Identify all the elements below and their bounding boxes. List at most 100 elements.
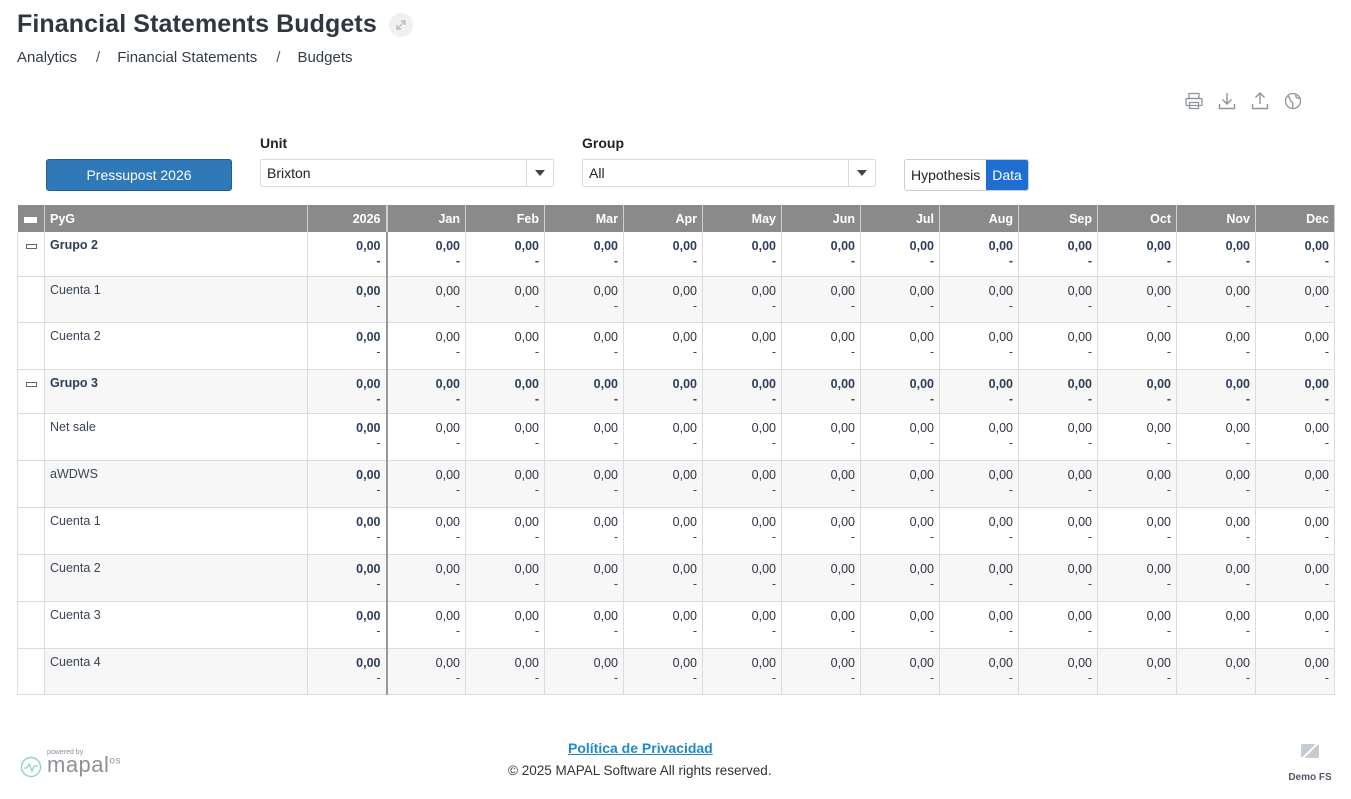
value-cell[interactable]: 0,00- xyxy=(623,276,703,323)
group-select[interactable]: All xyxy=(582,159,876,187)
value-cell[interactable]: 0,00- xyxy=(1097,413,1177,461)
value-cell[interactable]: 0,00- xyxy=(702,276,782,323)
value-cell[interactable]: 0,00- xyxy=(1255,601,1335,649)
value-cell[interactable]: 0,00- xyxy=(623,322,703,370)
value-cell[interactable]: 0,00- xyxy=(1176,413,1256,461)
value-cell[interactable]: 0,00- xyxy=(939,601,1019,649)
value-cell[interactable]: 0,00- xyxy=(1097,460,1177,508)
value-cell[interactable]: 0,00- xyxy=(860,648,940,695)
value-cell[interactable]: 0,00- xyxy=(386,460,466,508)
value-cell[interactable]: 0,00- xyxy=(702,554,782,602)
value-cell[interactable]: 0,00- xyxy=(623,601,703,649)
value-cell[interactable]: 0,00- xyxy=(544,507,624,555)
breadcrumb-financial-statements[interactable]: Financial Statements xyxy=(117,49,258,66)
value-cell[interactable]: 0,00- xyxy=(544,601,624,649)
value-cell[interactable]: 0,00- xyxy=(623,413,703,461)
value-cell[interactable]: 0,00- xyxy=(860,460,940,508)
value-cell[interactable]: 0,00- xyxy=(1097,601,1177,649)
value-cell[interactable]: 0,00- xyxy=(702,601,782,649)
value-cell[interactable]: 0,00- xyxy=(702,322,782,370)
value-cell[interactable]: 0,00- xyxy=(1255,648,1335,695)
value-cell[interactable]: 0,00- xyxy=(939,276,1019,323)
value-cell[interactable]: 0,00- xyxy=(623,507,703,555)
privacy-policy-link[interactable]: Política de Privacidad xyxy=(568,740,713,756)
value-cell[interactable]: 0,00- xyxy=(465,601,545,649)
value-cell[interactable]: 0,00- xyxy=(1097,322,1177,370)
value-cell[interactable]: 0,00- xyxy=(1176,322,1256,370)
value-cell[interactable]: 0,00- xyxy=(386,507,466,555)
value-cell[interactable]: 0,00- xyxy=(1097,648,1177,695)
value-cell[interactable]: 0,00- xyxy=(1255,554,1335,602)
value-cell[interactable]: 0,00- xyxy=(860,276,940,323)
value-cell[interactable]: 0,00- xyxy=(465,507,545,555)
value-cell[interactable]: 0,00- xyxy=(544,648,624,695)
value-cell[interactable]: 0,00- xyxy=(781,554,861,602)
value-cell[interactable]: 0,00- xyxy=(781,460,861,508)
value-cell[interactable]: 0,00- xyxy=(939,322,1019,370)
value-cell[interactable]: 0,00- xyxy=(781,648,861,695)
globe-icon[interactable] xyxy=(1283,91,1303,111)
value-cell[interactable]: 0,00- xyxy=(623,460,703,508)
value-cell[interactable]: 0,00- xyxy=(386,648,466,695)
value-cell[interactable]: 0,00- xyxy=(702,648,782,695)
unit-select[interactable]: Brixton xyxy=(260,159,554,187)
value-cell[interactable]: 0,00- xyxy=(1255,276,1335,323)
value-cell[interactable]: 0,00- xyxy=(1255,507,1335,555)
value-cell[interactable]: 0,00- xyxy=(1255,460,1335,508)
value-cell[interactable]: 0,00- xyxy=(939,460,1019,508)
value-cell[interactable]: 0,00- xyxy=(386,601,466,649)
value-cell[interactable]: 0,00- xyxy=(465,276,545,323)
value-cell[interactable]: 0,00- xyxy=(781,413,861,461)
value-cell[interactable]: 0,00- xyxy=(465,460,545,508)
value-cell[interactable]: 0,00- xyxy=(465,322,545,370)
value-cell[interactable]: 0,00- xyxy=(781,276,861,323)
value-cell[interactable]: 0,00- xyxy=(1018,601,1098,649)
value-cell[interactable]: 0,00- xyxy=(386,322,466,370)
value-cell[interactable]: 0,00- xyxy=(702,460,782,508)
value-cell[interactable]: 0,00- xyxy=(781,507,861,555)
download-icon[interactable] xyxy=(1217,91,1237,111)
value-cell[interactable]: 0,00- xyxy=(1176,648,1256,695)
value-cell[interactable]: 0,00- xyxy=(1018,276,1098,323)
value-cell[interactable]: 0,00- xyxy=(465,554,545,602)
value-cell[interactable]: 0,00- xyxy=(1018,648,1098,695)
collapse-all-icon[interactable] xyxy=(17,205,45,232)
value-cell[interactable]: 0,00- xyxy=(1176,554,1256,602)
value-cell[interactable]: 0,00- xyxy=(939,413,1019,461)
value-cell[interactable]: 0,00- xyxy=(465,413,545,461)
value-cell[interactable]: 0,00- xyxy=(781,601,861,649)
value-cell[interactable]: 0,00- xyxy=(939,507,1019,555)
print-icon[interactable] xyxy=(1184,91,1204,111)
value-cell[interactable]: 0,00- xyxy=(860,601,940,649)
value-cell[interactable]: 0,00- xyxy=(1018,460,1098,508)
value-cell[interactable]: 0,00- xyxy=(544,554,624,602)
hypothesis-toggle-option[interactable]: Hypothesis xyxy=(905,160,987,190)
value-cell[interactable]: 0,00- xyxy=(623,648,703,695)
value-cell[interactable]: 0,00- xyxy=(860,413,940,461)
value-cell[interactable]: 0,00- xyxy=(702,507,782,555)
value-cell[interactable]: 0,00- xyxy=(544,276,624,323)
collapse-group-icon[interactable] xyxy=(17,232,45,277)
value-cell[interactable]: 0,00- xyxy=(781,322,861,370)
value-cell[interactable]: 0,00- xyxy=(1176,276,1256,323)
value-cell[interactable]: 0,00- xyxy=(860,507,940,555)
value-cell[interactable]: 0,00- xyxy=(939,648,1019,695)
value-cell[interactable]: 0,00- xyxy=(1018,413,1098,461)
value-cell[interactable]: 0,00- xyxy=(1018,322,1098,370)
collapse-group-icon[interactable] xyxy=(17,369,45,414)
value-cell[interactable]: 0,00- xyxy=(860,322,940,370)
value-cell[interactable]: 0,00- xyxy=(1255,322,1335,370)
value-cell[interactable]: 0,00- xyxy=(1255,413,1335,461)
budget-selector-button[interactable]: Pressupost 2026 xyxy=(46,159,232,191)
value-cell[interactable]: 0,00- xyxy=(1018,507,1098,555)
value-cell[interactable]: 0,00- xyxy=(386,413,466,461)
value-cell[interactable]: 0,00- xyxy=(386,554,466,602)
value-cell[interactable]: 0,00- xyxy=(1018,554,1098,602)
value-cell[interactable]: 0,00- xyxy=(1176,507,1256,555)
demo-account[interactable]: Demo FS xyxy=(1284,741,1336,783)
data-toggle-option[interactable]: Data xyxy=(986,160,1028,190)
value-cell[interactable]: 0,00- xyxy=(1176,460,1256,508)
upload-icon[interactable] xyxy=(1250,91,1270,111)
value-cell[interactable]: 0,00- xyxy=(386,276,466,323)
value-cell[interactable]: 0,00- xyxy=(702,413,782,461)
